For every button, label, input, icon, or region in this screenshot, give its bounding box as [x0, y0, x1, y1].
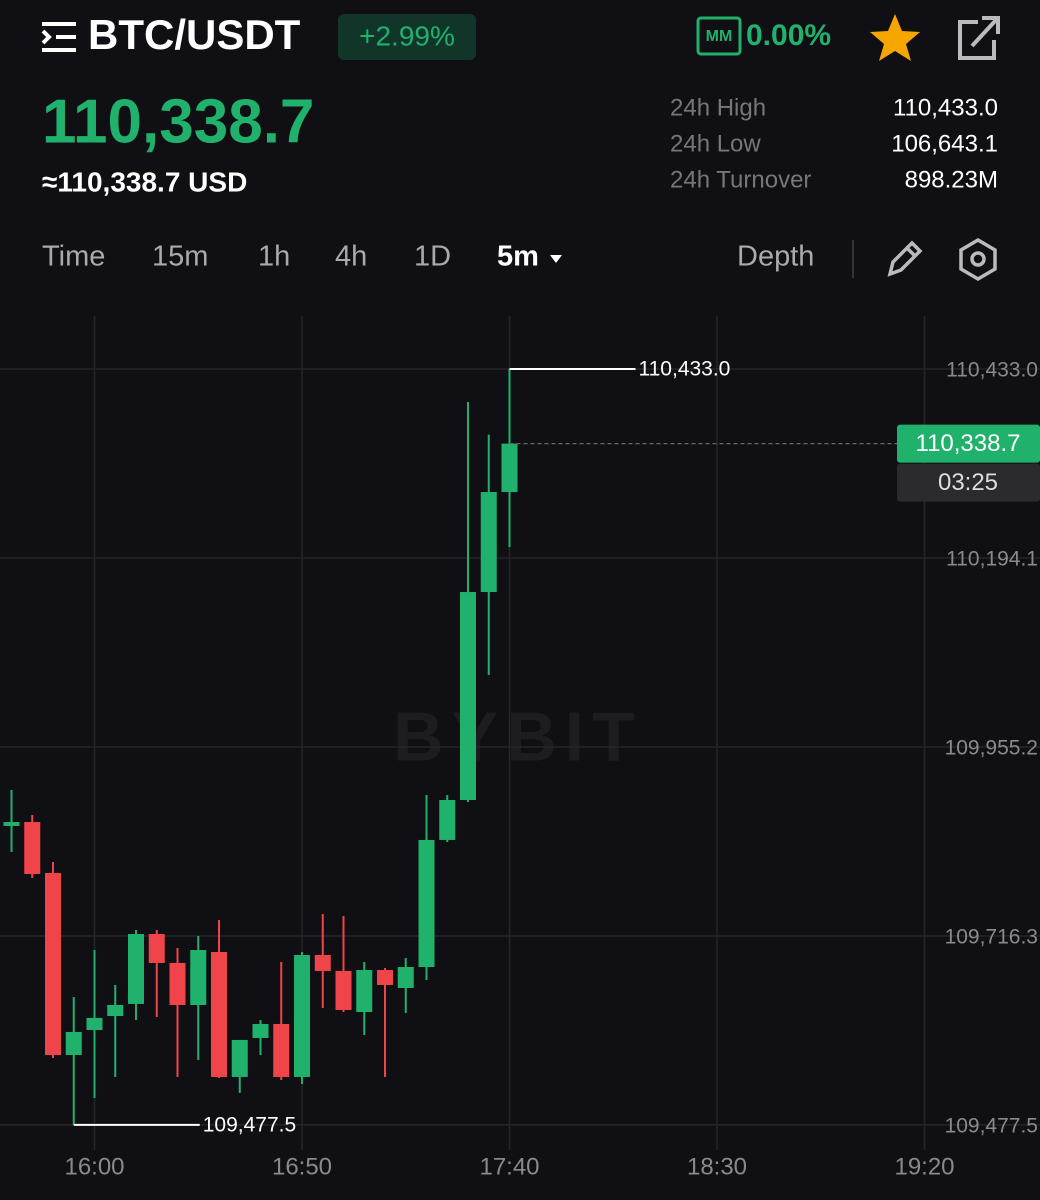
share-arrow: [970, 16, 1000, 48]
menu-icon[interactable]: [41, 22, 76, 52]
x-tick-label: 17:40: [479, 1153, 539, 1180]
candle-body: [356, 970, 373, 1013]
tab[interactable]: Depth: [737, 241, 814, 273]
share-box: [958, 20, 996, 60]
x-tick-label: 16:00: [64, 1153, 124, 1180]
tab[interactable]: 4h: [335, 241, 367, 273]
candle-body: [169, 962, 186, 1005]
stat-label: 24h Turnover: [670, 166, 811, 193]
candle-body: [45, 872, 61, 1055]
countdown-tag: [897, 463, 1040, 502]
pencil: [887, 240, 923, 277]
y-tick-label: 110,433.0: [946, 359, 1038, 382]
candle-body: [314, 954, 331, 971]
candle-body: [377, 970, 393, 985]
tab[interactable]: 1D: [414, 241, 451, 273]
tab[interactable]: 1h: [258, 241, 290, 273]
candle-body: [335, 970, 352, 1010]
price-tag: [897, 424, 1040, 463]
price-tag-label: 110,338.7: [916, 430, 1021, 457]
fiat-price: ≈110,338.7 USD: [42, 166, 247, 197]
low-marker-label: 109,477.5: [203, 1113, 296, 1136]
y-tick-label: 109,477.5: [945, 1114, 1038, 1137]
tab[interactable]: Time: [42, 241, 105, 273]
hex-dot: [970, 251, 986, 267]
candle-body: [211, 951, 227, 1077]
candle-body: [480, 492, 497, 593]
y-tick-label: 110,194.1: [946, 548, 1038, 571]
candle-body: [128, 934, 144, 1004]
stat-value: 898.23M: [905, 166, 998, 193]
x-tick-label: 18:30: [687, 1153, 747, 1180]
candle-body: [190, 950, 207, 1005]
candle-body: [107, 1004, 124, 1016]
y-tick-label: 109,716.3: [945, 926, 1038, 949]
tab[interactable]: 5m: [497, 241, 539, 273]
candle-body: [252, 1023, 269, 1038]
y-tick-label: 109,955.2: [945, 737, 1038, 760]
x-tick-label: 19:20: [894, 1153, 954, 1180]
candle-body: [439, 800, 456, 840]
x-tick-label: 16:50: [272, 1153, 332, 1180]
candle-body: [86, 1017, 103, 1030]
mm-badge: MM: [706, 28, 733, 45]
change-badge: [338, 14, 476, 60]
stat-label: 24h High: [670, 94, 766, 121]
stat-label: 24h Low: [670, 130, 761, 157]
candle-body: [460, 592, 476, 801]
tab[interactable]: 15m: [152, 241, 208, 273]
share-icon[interactable]: [958, 16, 1000, 60]
candle-body: [397, 967, 414, 988]
candle-body: [148, 934, 165, 963]
candle-body: [231, 1039, 248, 1077]
candle-body: [3, 822, 20, 826]
menu-arrow: [41, 29, 52, 45]
watermark: BYBIT: [393, 697, 643, 775]
last-price: 110,338.7: [42, 87, 314, 156]
mm-badge-box: [696, 16, 742, 56]
candle-body: [273, 1023, 290, 1077]
candle-body: [501, 443, 518, 493]
countdown: 03:25: [938, 469, 998, 496]
settings[interactable]: [959, 237, 997, 282]
draw-tool[interactable]: [887, 240, 923, 277]
hexagon: [959, 237, 997, 282]
stat-value: 110,433.0: [893, 94, 998, 121]
favorite-star[interactable]: [870, 14, 920, 61]
pair[interactable]: BTC/USDT: [88, 11, 301, 58]
mm-value: 0.00%: [746, 19, 831, 52]
candle-body: [418, 839, 435, 968]
candle-body: [65, 1031, 82, 1055]
change: +2.99%: [359, 20, 455, 51]
candle-body: [24, 822, 41, 874]
stat-value: 106,643.1: [891, 130, 998, 157]
tab-dropdown: [550, 255, 562, 263]
high-marker-label: 110,433.0: [639, 358, 731, 381]
candle-body: [294, 954, 310, 1077]
